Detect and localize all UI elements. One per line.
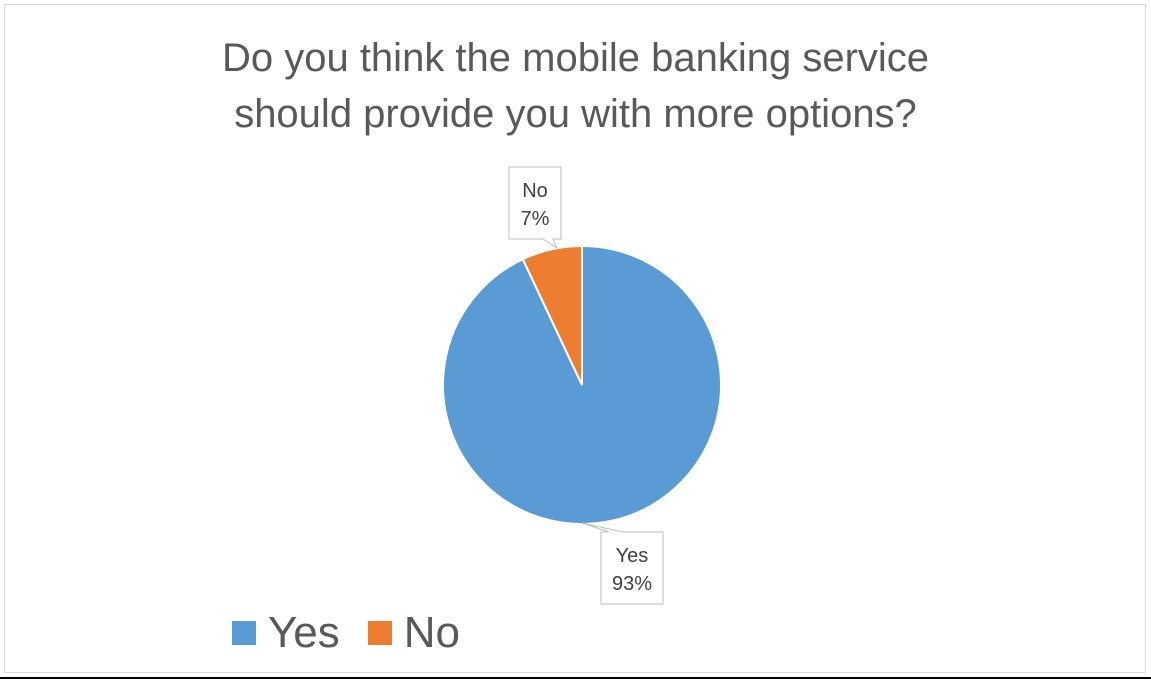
legend-item-yes: Yes xyxy=(232,608,340,658)
legend: Yes No xyxy=(232,608,488,658)
callout-yes: Yes 93% xyxy=(581,522,664,605)
data-label-value-yes: 93% xyxy=(612,573,652,595)
legend-swatch-no xyxy=(367,621,392,645)
legend-label-no: No xyxy=(403,608,461,657)
chart-title-line-2: should provide you with more options? xyxy=(234,92,917,136)
callout-no: No 7% xyxy=(508,166,562,250)
data-label-category-yes: Yes xyxy=(616,545,649,567)
callout-box-no xyxy=(508,166,562,250)
data-label-value-no: 7% xyxy=(521,208,550,230)
data-labels: Yes 93% No 7% xyxy=(508,166,664,605)
legend-item-no: No xyxy=(367,608,461,658)
page-bottom-border xyxy=(0,677,1151,679)
data-label-category-no: No xyxy=(522,180,548,202)
chart-title-line-1: Do you think the mobile banking service xyxy=(221,36,930,80)
legend-swatch-yes xyxy=(232,621,256,645)
callout-box-yes xyxy=(581,522,664,605)
chart-title: Do you think the mobile banking service … xyxy=(0,30,1151,142)
legend-label-yes: Yes xyxy=(268,608,340,657)
pie-slices xyxy=(442,244,722,525)
pie-slice-no xyxy=(521,244,583,386)
